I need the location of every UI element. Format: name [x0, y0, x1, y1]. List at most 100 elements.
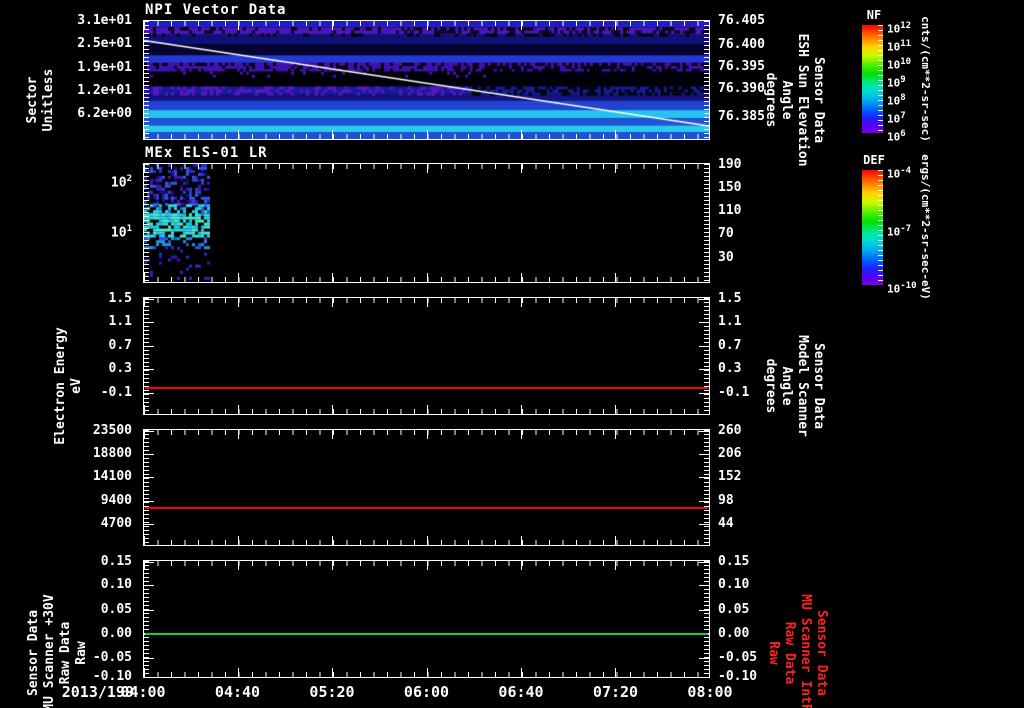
colorbar-tick-label: 106 [887, 129, 906, 144]
y-major-tick [144, 500, 154, 502]
x-major-tick [332, 430, 334, 439]
time-axis: 2013/199 04:00 04:40 05:20 06:00 06:40 07:20 0… [0, 683, 1024, 705]
x-major-tick [709, 405, 710, 414]
velocity-plot-area[interactable] [143, 560, 710, 678]
y-major-tick [144, 345, 154, 347]
right-tick-label: 76.385 [718, 108, 765, 124]
x-major-tick [144, 536, 145, 545]
panel-model-constant-velocity: 0.15 0.10 0.05 0.00 -0.05 -0.10 0.15 0.10 0.05 0… [0, 554, 1024, 683]
els-right-axis: 190 150 110 70 30 [714, 157, 798, 283]
left-tick-label: 18800 [92, 445, 132, 461]
panel-mex-els: MEx ELS-01 LR 102 101 190 150 110 70 30 Elect… [0, 145, 1024, 445]
left-tick-label: 0.3 [108, 360, 132, 376]
x-major-tick [614, 536, 616, 545]
date-label: 2013/199 [61, 683, 134, 701]
y-major-tick [144, 477, 154, 479]
def-colorbar-gradient [862, 170, 883, 285]
data-line-5 [145, 633, 708, 636]
scannerpos-left-axis: 23500 18800 14100 9400 4700 [0, 423, 138, 546]
y-major-tick [144, 392, 154, 394]
x-major-tick [144, 561, 145, 570]
x-major-tick [332, 405, 334, 414]
x-major-tick [614, 164, 616, 173]
y-major-tick [699, 477, 709, 479]
x-major-tick [426, 21, 428, 30]
left-tick-label: 0.10 [100, 577, 132, 593]
right-tick-label: 98 [718, 492, 734, 508]
els-left-axis: 102 101 [0, 163, 138, 283]
x-major-tick [332, 561, 334, 570]
right-tick-label: 0.00 [718, 626, 750, 642]
y-major-tick [144, 657, 154, 659]
time-tick-label: 06:40 [498, 683, 544, 701]
right-tick-label: -0.1 [718, 384, 750, 400]
right-tick-label: 0.7 [718, 337, 742, 353]
right-tick-label: 0.3 [718, 360, 742, 376]
x-major-tick [332, 536, 334, 545]
x-major-tick [238, 273, 240, 282]
x-major-tick [238, 430, 240, 439]
right-tick-label: 0.05 [718, 601, 750, 617]
els-plot-area[interactable] [143, 163, 710, 283]
x-major-tick [426, 430, 428, 439]
x-major-tick [520, 298, 522, 307]
left-tick-label: 1.1 [108, 313, 132, 329]
y-major-tick [699, 453, 709, 455]
mu30v-left-axis: 1.5 1.1 0.7 0.3 -0.1 [0, 291, 138, 415]
left-tick-label: 0.05 [100, 601, 132, 617]
right-tick-label: 44 [718, 516, 734, 532]
x-major-tick [332, 273, 334, 282]
x-major-tick [709, 298, 710, 307]
y-major-tick [144, 430, 154, 432]
left-tick-label: 1.9e+01 [77, 60, 132, 76]
axis-label-line: Sector [25, 76, 40, 124]
scannerpos-plot-area[interactable] [143, 429, 710, 546]
y-major-tick [699, 345, 709, 347]
axis-minor-ticks [144, 561, 149, 677]
spectrogram-canvas [144, 164, 709, 282]
x-major-tick [614, 405, 616, 414]
time-tick-label: 08:00 [687, 683, 733, 701]
data-line-4 [145, 506, 708, 509]
npi-left-axis-label: Sector Unitless [25, 69, 57, 132]
y-major-tick [699, 500, 709, 502]
scannerpos-right-axis: 260 206 152 98 44 [714, 423, 798, 546]
axis-minor-ticks [144, 298, 149, 414]
time-tick-label: 04:00 [120, 683, 166, 701]
colorbar-tick-label: 109 [887, 75, 906, 90]
x-major-tick [520, 273, 522, 282]
left-tick-label: 14100 [92, 469, 132, 485]
nf-colorbar-gradient [862, 25, 883, 133]
axis-label-line: ESH Sun Elevation [795, 33, 810, 167]
def-colorbar-units: ergs/(cm**2-sr-sec-eV) [919, 154, 932, 300]
panel-npi-vector-data: NPI Vector Data 3.1e+01 2.5e+01 1.9e+01 1.2… [0, 2, 1024, 167]
y-major-tick [699, 321, 709, 323]
npi-plot-area[interactable] [143, 20, 710, 140]
right-tick-label: -0.05 [718, 649, 758, 665]
x-major-tick [709, 130, 710, 139]
x-major-tick [238, 561, 240, 570]
x-major-tick [238, 130, 240, 139]
axis-label-line: Sensor Data [811, 56, 826, 144]
colorbar-tick-label: 10-7 [887, 223, 912, 239]
y-major-tick [699, 392, 709, 394]
x-major-tick [238, 536, 240, 545]
y-major-tick [699, 657, 709, 659]
y-major-tick [144, 677, 154, 678]
y-major-tick [699, 524, 709, 526]
y-major-tick [144, 298, 154, 300]
y-major-tick [144, 561, 154, 563]
x-major-tick [520, 430, 522, 439]
right-tick-label: 260 [718, 422, 742, 438]
left-tick-label: -0.1 [100, 384, 132, 400]
left-tick-label: 1.5 [108, 290, 132, 306]
npi-right-axis: 76.405 76.400 76.395 76.390 76.385 [714, 14, 798, 140]
x-major-tick [709, 668, 710, 677]
right-tick-label: 0.10 [718, 577, 750, 593]
x-major-tick [614, 21, 616, 30]
x-major-tick [614, 130, 616, 139]
mu30v-plot-area[interactable] [143, 297, 710, 415]
y-major-tick [144, 453, 154, 455]
time-tick-label: 05:20 [309, 683, 355, 701]
